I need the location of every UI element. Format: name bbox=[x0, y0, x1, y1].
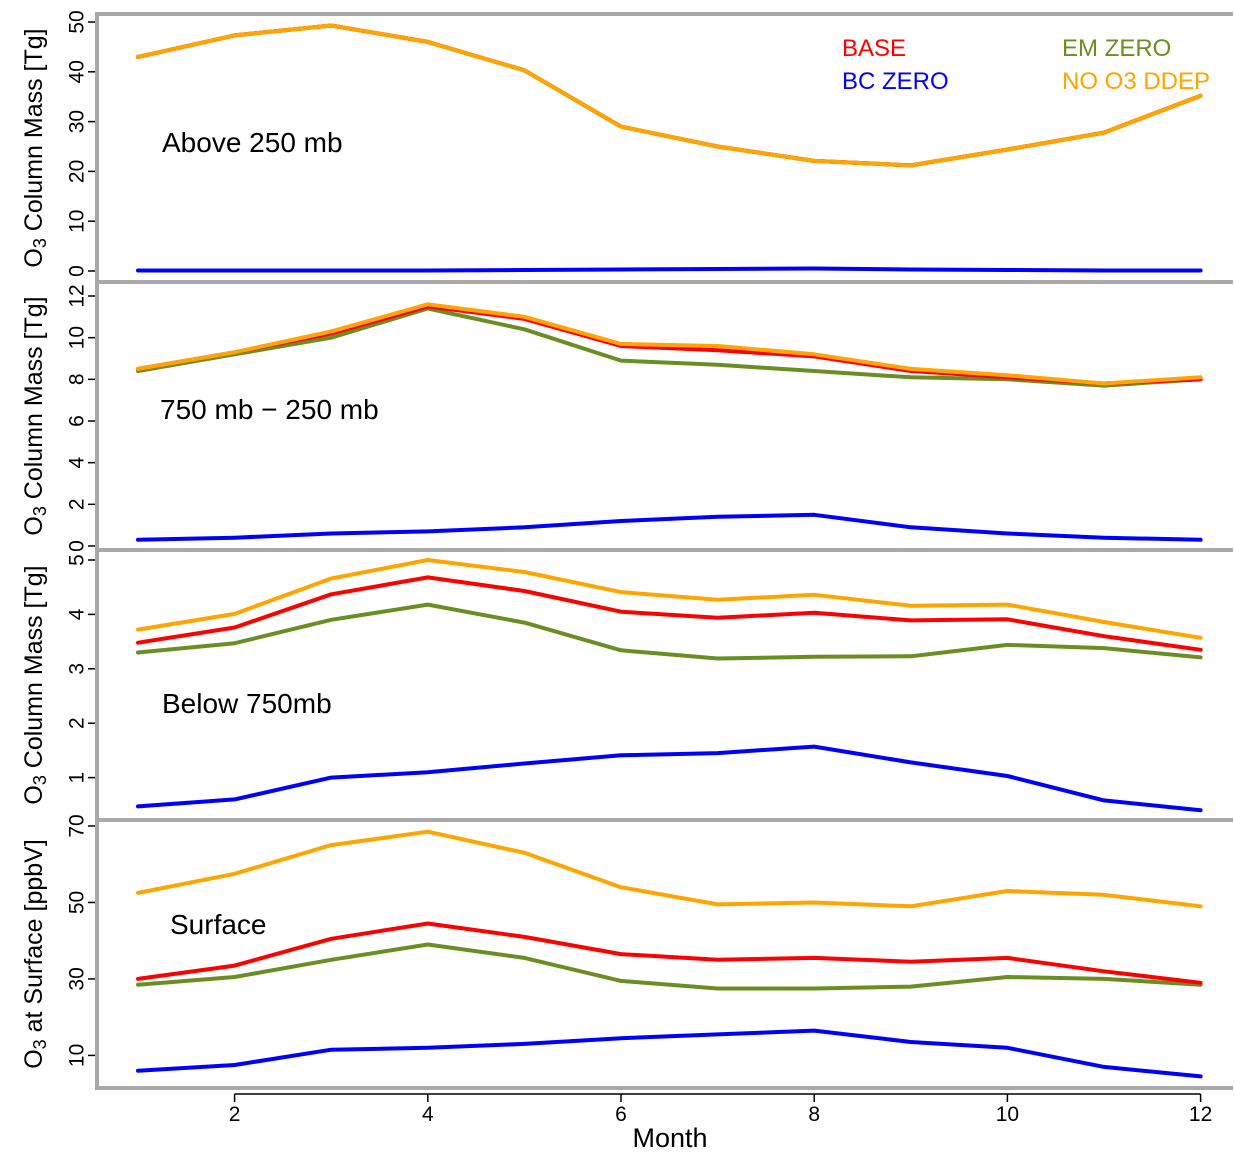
x-tick-label: 8 bbox=[808, 1103, 820, 1126]
y-tick-label: 1 bbox=[66, 772, 89, 784]
y-axis-title: O3 at Surface [ppbV] bbox=[20, 839, 50, 1069]
y-tick-label: 40 bbox=[66, 60, 89, 83]
x-tick-label: 4 bbox=[422, 1103, 434, 1126]
panel-label: Below 750mb bbox=[162, 688, 332, 719]
panel-2: 0 2 4 6 8 10 12 O3 Column Mass [Tg] 750 mb − 250… bbox=[20, 284, 1203, 552]
panel-4: 10 30 50 70 O3 at Surface [ppbV] Surface bbox=[20, 814, 1203, 1079]
y-axis-title: O3 Column Mass [Tg] bbox=[20, 296, 50, 535]
series-line-bc-zero bbox=[136, 512, 1203, 542]
series-line-no-o3-ddep bbox=[136, 829, 1203, 909]
series-line-base bbox=[136, 575, 1203, 652]
y-tick-label: 4 bbox=[66, 457, 89, 469]
y-axis-title: O3 Column Mass [Tg] bbox=[20, 565, 50, 804]
series-line-em-zero bbox=[136, 602, 1203, 661]
x-tick-label: 2 bbox=[229, 1103, 241, 1126]
legend-entry-bc-zero: BC ZERO bbox=[842, 68, 949, 95]
legend-entry-base: BASE bbox=[842, 35, 906, 62]
y-tick-label: 4 bbox=[66, 608, 89, 620]
legend: BASE BC ZERO EM ZERO NO O3 DDEP bbox=[842, 35, 1210, 95]
y-tick-label: 30 bbox=[66, 110, 89, 133]
x-tick-label: 6 bbox=[615, 1103, 627, 1126]
y-tick-label: 20 bbox=[66, 160, 89, 183]
x-tick-label: 10 bbox=[996, 1103, 1019, 1126]
series-line-em-zero bbox=[136, 942, 1203, 991]
y-axis-title: O3 Column Mass [Tg] bbox=[20, 28, 50, 267]
x-axis-title: Month bbox=[632, 1123, 707, 1153]
series-line-bc-zero bbox=[136, 1028, 1203, 1079]
series-line-base bbox=[136, 921, 1203, 985]
series-line-no-o3-ddep bbox=[136, 558, 1203, 640]
x-tick-label: 12 bbox=[1189, 1103, 1212, 1126]
series-line-bc-zero bbox=[136, 744, 1203, 813]
x-axis: 2 4 6 8 10 12 Month bbox=[229, 1093, 1212, 1153]
y-tick-label: 10 bbox=[66, 326, 89, 349]
legend-entry-em-zero: EM ZERO bbox=[1062, 35, 1171, 62]
panel-label: Surface bbox=[170, 909, 267, 940]
panel-1: 0 10 20 30 40 50 O3 Column Mass [Tg] Above 250 … bbox=[20, 10, 1203, 277]
y-tick-label: 3 bbox=[66, 663, 89, 675]
y-tick-label: 30 bbox=[66, 967, 89, 990]
series-line-no-o3-ddep bbox=[136, 23, 1203, 168]
series-line-bc-zero bbox=[136, 266, 1203, 273]
panel-label: 750 mb − 250 mb bbox=[160, 394, 379, 425]
y-tick-label: 2 bbox=[66, 498, 89, 510]
y-tick-label: 0 bbox=[66, 540, 89, 552]
y-tick-label: 10 bbox=[66, 210, 89, 233]
y-tick-label: 12 bbox=[66, 284, 89, 307]
y-tick-label: 70 bbox=[66, 814, 89, 837]
series-line-no-o3-ddep bbox=[136, 302, 1203, 386]
series-line-em-zero bbox=[136, 306, 1203, 388]
y-tick-label: 2 bbox=[66, 717, 89, 729]
plot-frame bbox=[95, 12, 1233, 1090]
y-tick-label: 8 bbox=[66, 373, 89, 385]
y-tick-label: 5 bbox=[66, 554, 89, 566]
y-tick-label: 0 bbox=[66, 265, 89, 277]
y-tick-label: 6 bbox=[66, 415, 89, 427]
panel-label: Above 250 mb bbox=[162, 127, 343, 158]
panel-3: 1 2 3 4 5 O3 Column Mass [Tg] Below 750mb bbox=[20, 554, 1203, 813]
y-tick-label: 10 bbox=[66, 1044, 89, 1067]
y-tick-label: 50 bbox=[66, 10, 89, 33]
legend-entry-no-o3-ddep: NO O3 DDEP bbox=[1062, 68, 1210, 95]
y-tick-label: 50 bbox=[66, 891, 89, 914]
